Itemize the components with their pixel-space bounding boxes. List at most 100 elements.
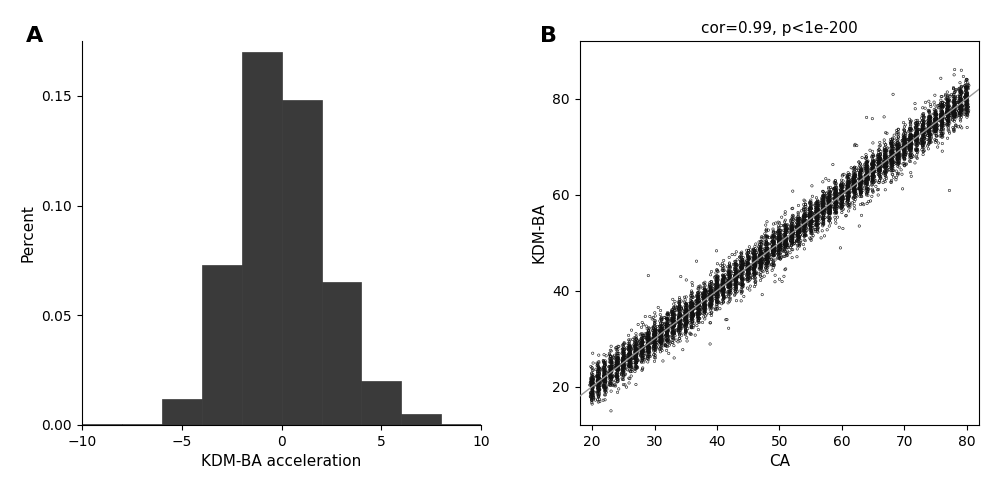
Point xyxy=(741,260,757,268)
Point xyxy=(708,274,724,282)
Point xyxy=(918,98,934,106)
Point xyxy=(800,205,816,213)
Point xyxy=(789,219,805,227)
Point xyxy=(620,354,636,362)
Point xyxy=(766,241,782,248)
Point xyxy=(603,366,619,374)
Point xyxy=(721,271,737,279)
Point xyxy=(760,254,776,262)
Point xyxy=(934,110,950,118)
Point xyxy=(722,275,738,283)
Point xyxy=(697,285,713,293)
Point xyxy=(635,330,651,338)
Point xyxy=(622,349,638,357)
Point xyxy=(846,184,862,192)
Point xyxy=(665,318,681,325)
Point xyxy=(582,381,598,389)
Point xyxy=(871,155,887,163)
Point xyxy=(921,118,937,126)
Point xyxy=(597,376,613,384)
Point xyxy=(865,153,881,161)
Point xyxy=(934,98,950,106)
Point xyxy=(795,213,811,221)
Point xyxy=(901,157,917,165)
Point xyxy=(959,102,975,110)
Point xyxy=(878,150,894,158)
Point xyxy=(734,250,750,258)
Point xyxy=(842,178,858,186)
Point xyxy=(872,177,888,185)
Point xyxy=(646,344,662,352)
Point xyxy=(734,275,750,283)
Point xyxy=(766,247,782,255)
Point xyxy=(865,176,881,184)
Point xyxy=(691,306,707,314)
Point xyxy=(845,182,861,190)
Point xyxy=(903,142,919,149)
Point xyxy=(697,300,713,308)
Point xyxy=(884,155,900,163)
Point xyxy=(591,380,607,388)
Point xyxy=(752,271,768,279)
Point xyxy=(897,140,913,147)
Point xyxy=(791,217,807,224)
Point xyxy=(653,333,669,341)
Point xyxy=(652,333,668,341)
Point xyxy=(609,355,625,363)
Point xyxy=(789,237,805,245)
Point xyxy=(667,302,683,310)
Point xyxy=(822,189,838,196)
Point xyxy=(915,133,931,141)
Point xyxy=(702,292,718,300)
Point xyxy=(746,256,762,264)
Point xyxy=(653,334,669,342)
Point xyxy=(620,345,636,353)
Point xyxy=(796,245,812,253)
Point xyxy=(945,95,961,102)
Point xyxy=(878,160,894,168)
Point xyxy=(635,355,651,363)
Point xyxy=(609,365,625,372)
Point xyxy=(873,163,889,171)
Point xyxy=(610,370,626,378)
Point xyxy=(628,351,644,359)
Point xyxy=(710,287,726,295)
Point xyxy=(940,98,956,106)
Point xyxy=(634,346,650,354)
Point xyxy=(691,315,707,323)
Point xyxy=(692,301,708,309)
Point xyxy=(665,322,681,330)
Point xyxy=(666,322,682,330)
Point xyxy=(802,220,818,228)
Point xyxy=(922,128,938,136)
Point xyxy=(815,220,831,227)
Point xyxy=(790,229,806,237)
Point xyxy=(703,293,719,300)
Point xyxy=(754,241,770,248)
Point xyxy=(660,326,676,334)
Point xyxy=(709,288,725,296)
Point xyxy=(958,92,974,100)
Point xyxy=(766,238,782,245)
Point xyxy=(822,216,838,223)
Point xyxy=(709,266,725,274)
Point xyxy=(709,295,725,303)
Point xyxy=(659,336,675,343)
Point xyxy=(722,282,738,290)
Point xyxy=(587,396,603,404)
Point xyxy=(933,93,949,100)
Point xyxy=(897,140,913,147)
Point xyxy=(771,227,787,235)
Point xyxy=(903,124,919,132)
Point xyxy=(746,269,762,276)
Point xyxy=(661,335,677,343)
Point xyxy=(786,240,802,247)
Point xyxy=(585,370,601,378)
Point xyxy=(795,224,811,232)
Point xyxy=(640,333,656,341)
Point xyxy=(622,353,638,361)
Point xyxy=(947,93,963,100)
Point xyxy=(803,213,819,221)
Point xyxy=(659,329,675,337)
Point xyxy=(908,127,924,135)
